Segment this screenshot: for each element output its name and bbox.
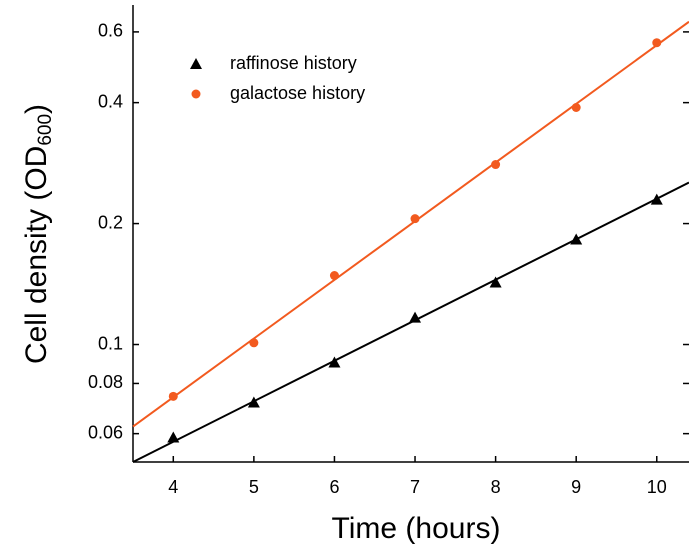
point [491, 160, 501, 170]
point [249, 338, 259, 348]
x-tick-label: 7 [410, 477, 420, 497]
point [570, 233, 583, 245]
y-tick-label: 0.08 [88, 372, 123, 392]
y-tick-label: 0.1 [98, 333, 123, 353]
point [409, 311, 422, 323]
y-label-main: Cell density (OD [20, 146, 53, 364]
x-tick-label: 10 [647, 477, 667, 497]
x-tick-label: 6 [329, 477, 339, 497]
point [652, 38, 662, 48]
point [650, 193, 663, 205]
point [329, 271, 339, 281]
point [168, 391, 178, 401]
y-label-end: ) [20, 104, 53, 114]
x-tick-label: 9 [571, 477, 581, 497]
x-axis-title: Time (hours) [332, 512, 501, 545]
legend-label: galactose history [230, 83, 365, 103]
point [571, 103, 581, 113]
point [247, 396, 260, 408]
x-tick-label: 8 [491, 477, 501, 497]
point [410, 214, 420, 224]
y-tick-label: 0.4 [98, 91, 123, 111]
y-label-sub: 600 [35, 114, 56, 146]
legend-marker [190, 58, 202, 69]
fit-line [132, 20, 689, 428]
y-tick-label: 0.6 [98, 21, 123, 41]
x-tick-label: 5 [249, 477, 259, 497]
point [167, 431, 180, 443]
y-axis-title: Cell density (OD600) [20, 104, 56, 364]
legend-marker [191, 89, 201, 99]
y-axis-title-text: Cell density (OD600) [20, 104, 56, 364]
x-tick-label: 4 [168, 477, 178, 497]
y-tick-label: 0.06 [88, 422, 123, 442]
legend-label: raffinose history [230, 53, 357, 73]
point [328, 356, 341, 368]
point [489, 276, 502, 288]
y-tick-label: 0.2 [98, 212, 123, 232]
